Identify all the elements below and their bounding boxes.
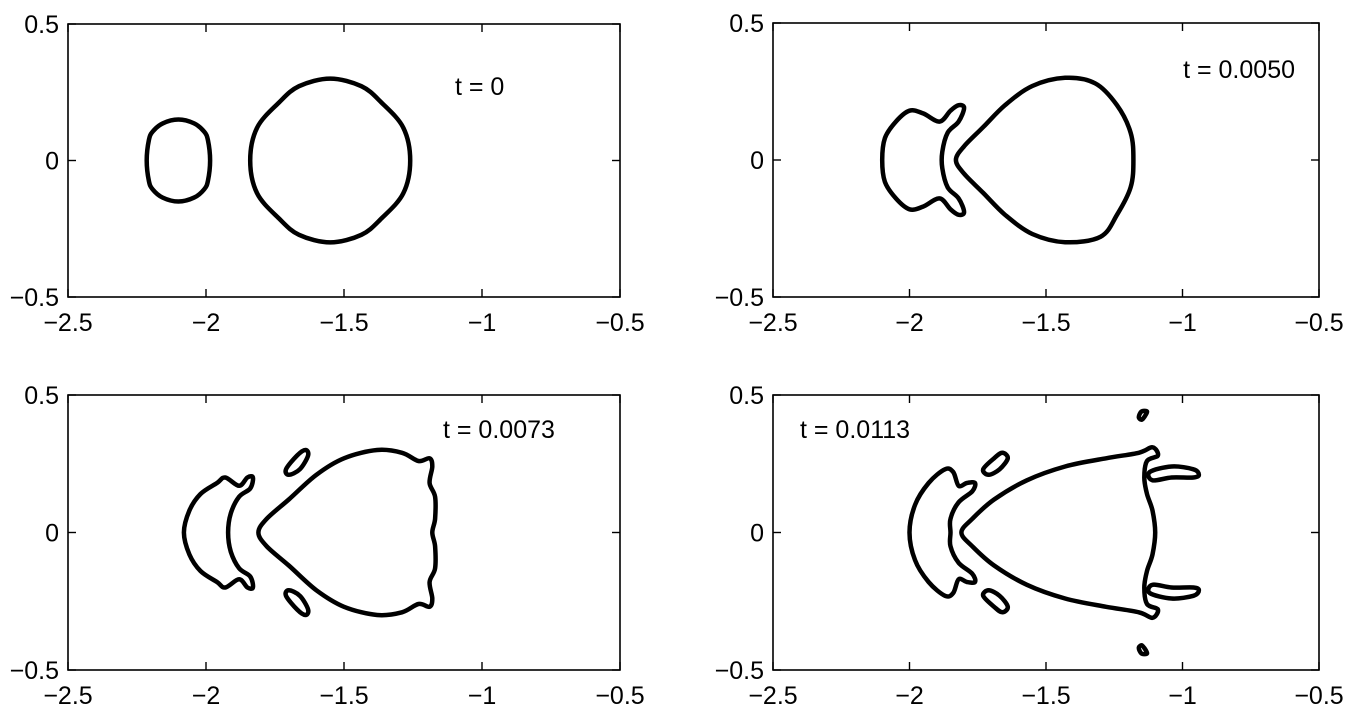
y-tick-label: 0.5 [24, 11, 59, 39]
interface-contour [256, 447, 438, 618]
y-tick-label: −0.5 [715, 284, 764, 312]
y-tick-label: −0.5 [715, 657, 764, 685]
x-tick-label: −2 [895, 309, 924, 337]
y-tick-label: 0.5 [729, 10, 764, 38]
x-tick-label: −1.5 [1021, 682, 1070, 710]
y-tick-label: −0.5 [10, 284, 59, 312]
interface-contour [1136, 643, 1150, 657]
interface-contour [144, 117, 213, 204]
time-label: t = 0.0113 [800, 416, 910, 444]
y-tick-label: 0 [750, 520, 764, 548]
x-tick-label: −1 [1168, 682, 1197, 710]
interface-contour [959, 445, 1161, 621]
time-label: t = 0.0073 [443, 416, 555, 444]
x-tick-label: −1.5 [1021, 309, 1070, 337]
x-tick-label: −2.5 [748, 309, 797, 337]
interface-contour [181, 474, 256, 591]
x-tick-label: −1 [468, 309, 497, 337]
x-tick-label: −1.5 [319, 682, 368, 710]
x-tick-label: −2 [192, 309, 221, 337]
x-tick-label: −0.5 [595, 309, 644, 337]
interface-contour [953, 75, 1136, 245]
time-label: t = 0.0050 [1183, 56, 1295, 84]
interface-contour [1146, 582, 1202, 601]
x-tick-label: −0.5 [1294, 309, 1343, 337]
y-tick-label: −0.5 [10, 657, 59, 685]
x-tick-label: −1.5 [319, 309, 368, 337]
x-tick-label: −2 [192, 682, 221, 710]
y-tick-label: 0.5 [729, 382, 764, 410]
plot-panel-2: −2.5 −2 −1.5 −1 −0.5 −0.5 0 0.5 t = 0.0050 [715, 10, 1344, 337]
interface-contour [980, 450, 1011, 478]
interface-contour [1136, 408, 1150, 423]
y-tick-label: 0.5 [24, 382, 59, 410]
x-tick-label: −2.5 [43, 309, 92, 337]
x-tick-label: −0.5 [595, 682, 644, 710]
x-tick-label: −2 [895, 682, 924, 710]
x-tick-label: −0.5 [1294, 682, 1343, 710]
x-tick-label: −1 [1168, 309, 1197, 337]
interface-contour [980, 588, 1011, 615]
y-tick-label: 0 [45, 520, 59, 548]
x-tick-label: −2.5 [43, 682, 92, 710]
interface-contour [283, 588, 311, 618]
plot-panel-3: −2.5 −2 −1.5 −1 −0.5 −0.5 0 0.5 t = 0.0073 [10, 382, 645, 710]
plot-panel-1: −2.5 −2 −1.5 −1 −0.5 −0.5 0 0.5 t = 0 [10, 11, 645, 337]
interface-contour [907, 466, 978, 599]
x-tick-label: −1 [468, 682, 497, 710]
y-tick-label: 0 [45, 148, 59, 176]
y-tick-label: 0 [750, 147, 764, 175]
plot-panel-4: −2.5 −2 −1.5 −1 −0.5 −0.5 0 0.5 t = 0.0113 [715, 382, 1344, 710]
interface-contour [283, 447, 311, 478]
interface-contour [1146, 464, 1202, 483]
time-label: t = 0 [455, 73, 504, 101]
x-tick-label: −2.5 [748, 682, 797, 710]
interface-contour [879, 102, 967, 218]
axes-frame [67, 23, 621, 298]
interface-contour [247, 76, 413, 245]
